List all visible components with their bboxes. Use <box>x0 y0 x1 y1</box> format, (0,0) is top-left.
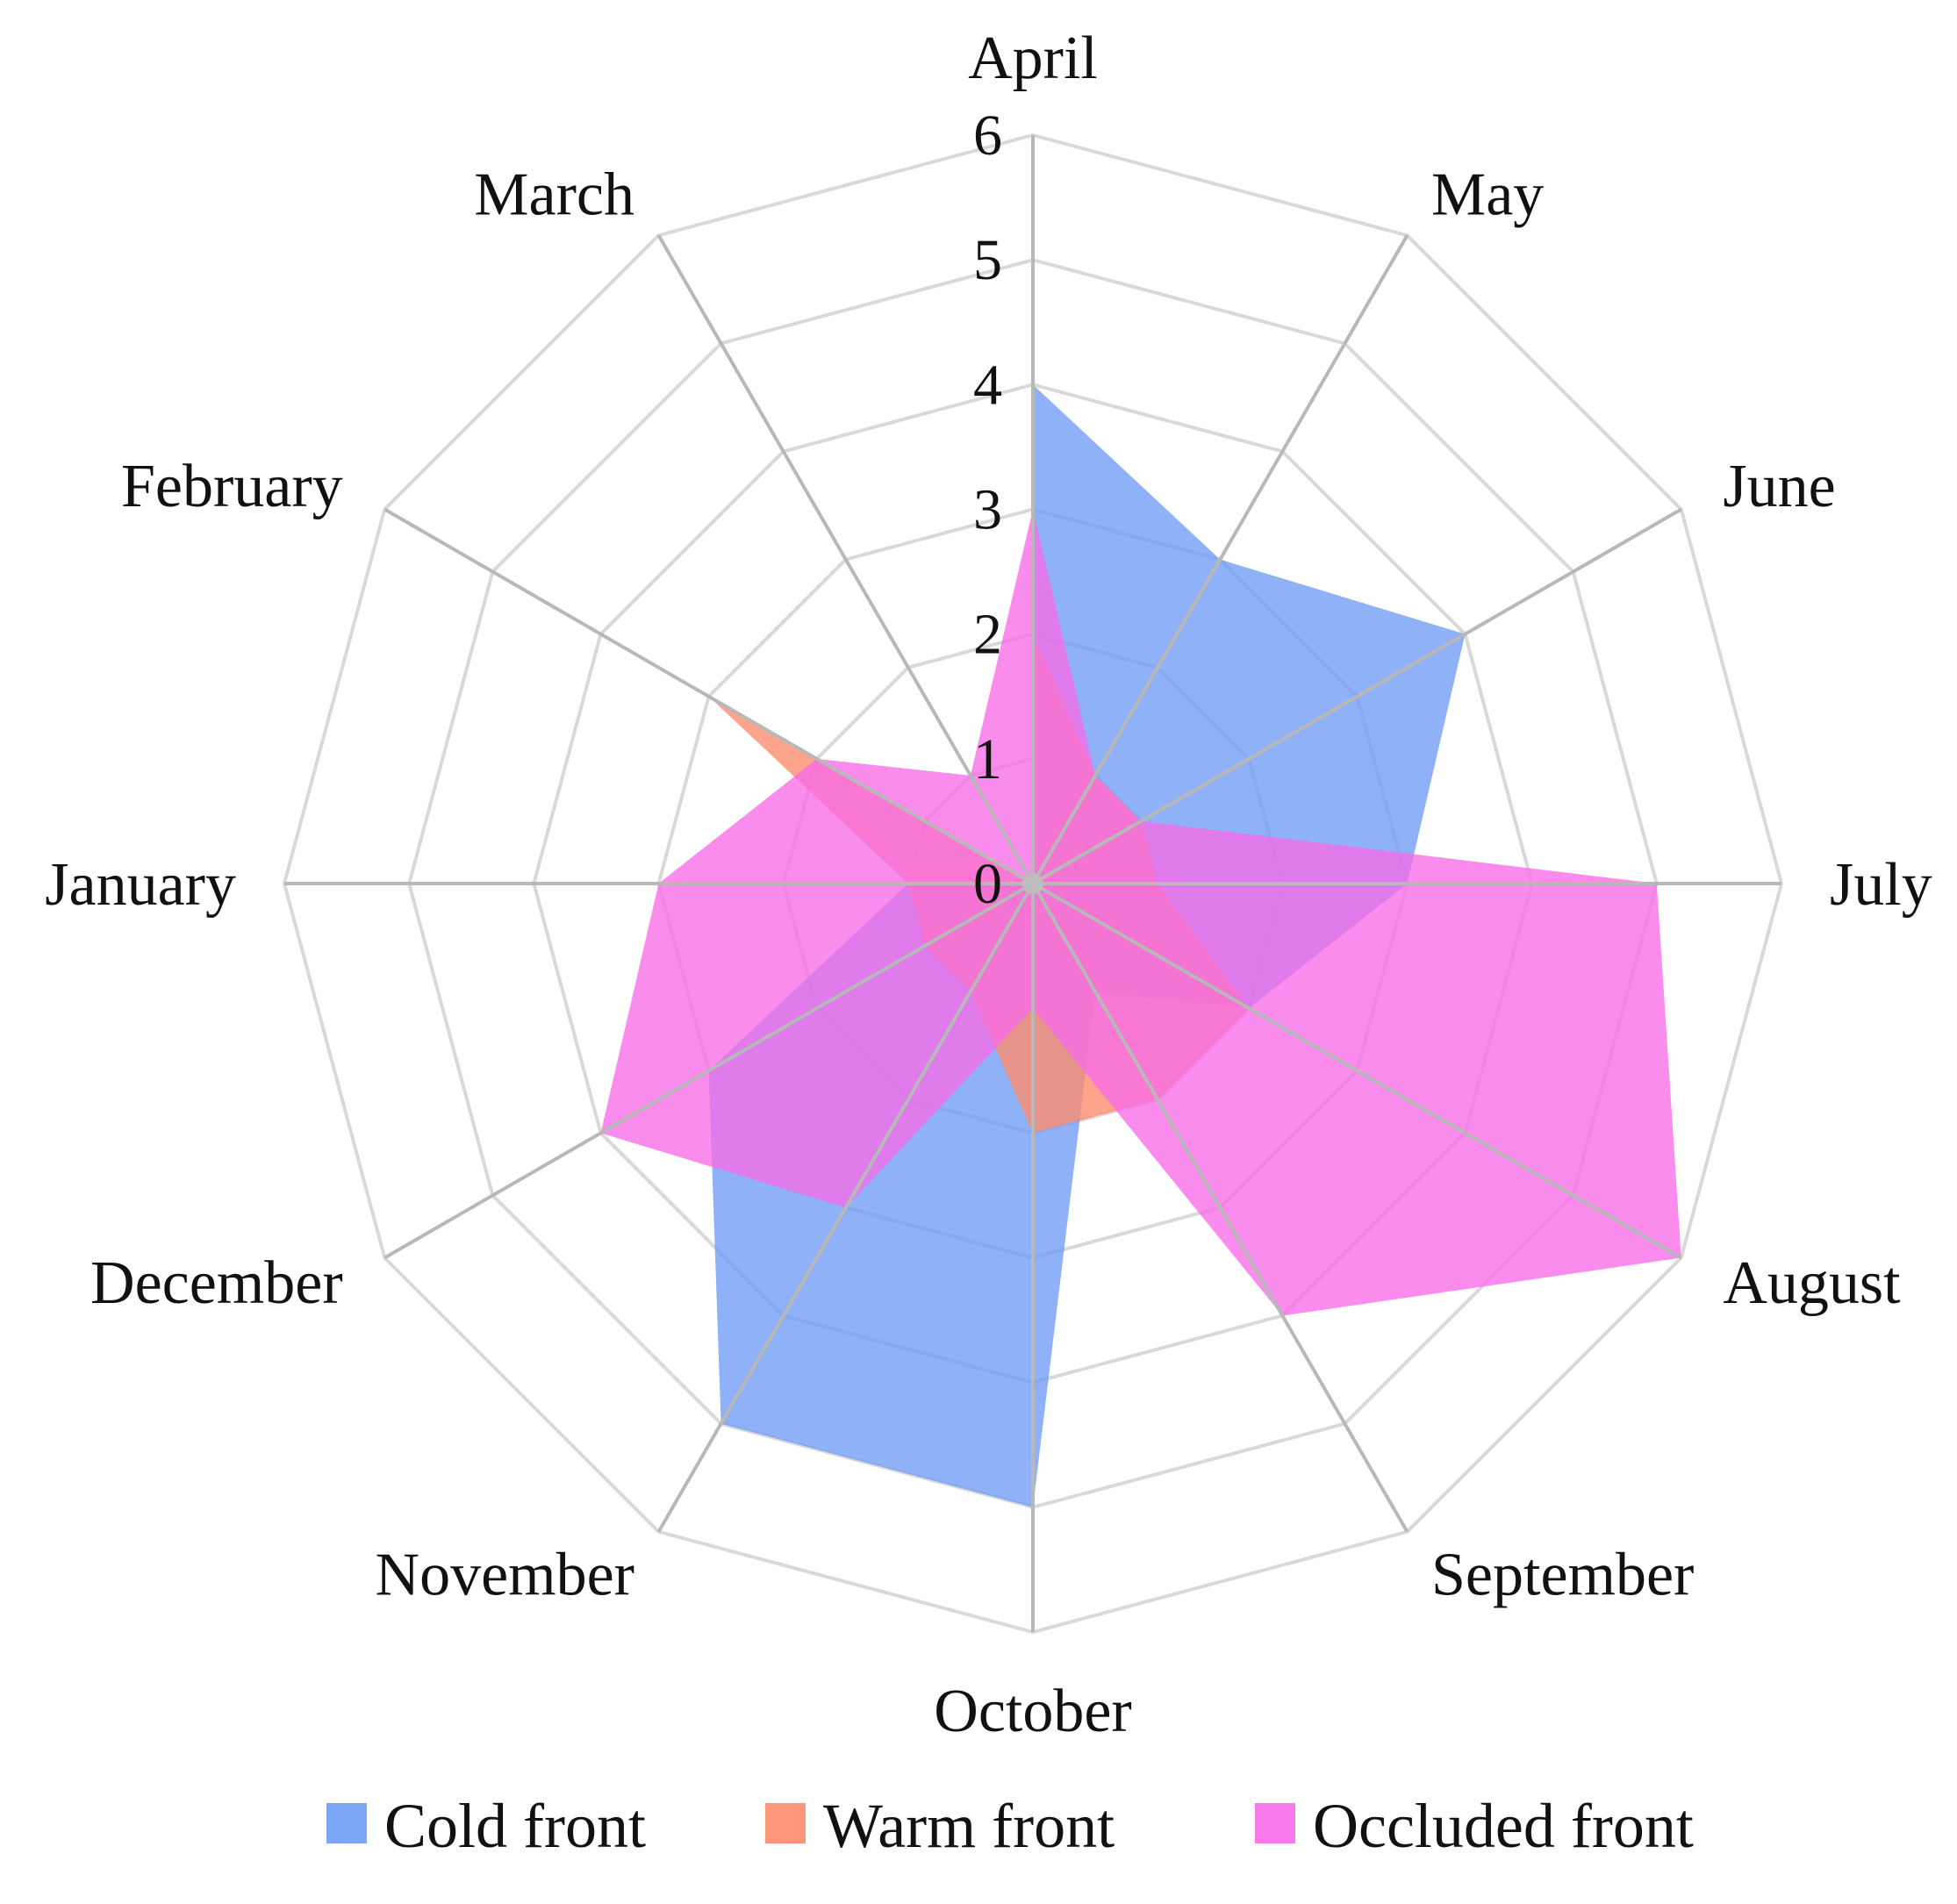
category-label-december: December <box>90 1249 343 1317</box>
radar-spokes <box>284 135 1781 1632</box>
tick-label-6: 6 <box>973 104 1002 168</box>
tick-label-3: 3 <box>973 478 1002 542</box>
category-label-october: October <box>934 1678 1131 1745</box>
legend-item-warm-front: Warm front <box>765 1791 1115 1861</box>
category-label-may: May <box>1431 161 1544 229</box>
category-label-february: February <box>121 453 343 520</box>
tick-label-1: 1 <box>973 727 1002 791</box>
spoke-february <box>384 507 1035 885</box>
spoke-june <box>1032 507 1682 885</box>
center-dot <box>1022 873 1043 894</box>
legend-item-cold-front: Cold front <box>326 1791 646 1861</box>
category-label-january: January <box>45 851 236 919</box>
category-labels: April May June July August September October No… <box>45 25 1932 1745</box>
legend-label-warm-front: Warm front <box>823 1791 1115 1861</box>
category-label-april: April <box>968 25 1098 92</box>
legend-swatch-cold-front <box>326 1803 367 1843</box>
tick-label-4: 4 <box>973 353 1002 417</box>
category-label-june: June <box>1723 453 1835 520</box>
tick-label-5: 5 <box>973 228 1002 292</box>
spoke-december <box>384 882 1035 1260</box>
category-label-july: July <box>1830 851 1932 919</box>
legend-swatch-warm-front <box>765 1803 806 1843</box>
spoke-may <box>1031 234 1409 885</box>
legend: Cold front Warm front Occluded front <box>326 1791 1694 1861</box>
category-label-november: November <box>376 1541 634 1608</box>
category-label-august: August <box>1723 1249 1901 1317</box>
spoke-august <box>1032 882 1682 1260</box>
spoke-march <box>656 234 1035 885</box>
category-label-september: September <box>1431 1541 1694 1608</box>
radial-tick-labels: 0 1 2 3 4 5 6 <box>973 104 1002 916</box>
spoke-september <box>1031 883 1409 1533</box>
legend-swatch-occluded-front <box>1255 1803 1295 1843</box>
legend-label-occluded-front: Occluded front <box>1313 1791 1694 1861</box>
category-label-march: March <box>474 161 634 229</box>
legend-label-cold-front: Cold front <box>384 1791 646 1861</box>
spoke-november <box>656 883 1035 1533</box>
tick-label-0: 0 <box>973 852 1002 916</box>
series-area-occluded-front <box>600 509 1681 1316</box>
legend-item-occluded-front: Occluded front <box>1255 1791 1694 1861</box>
tick-label-2: 2 <box>973 603 1002 667</box>
